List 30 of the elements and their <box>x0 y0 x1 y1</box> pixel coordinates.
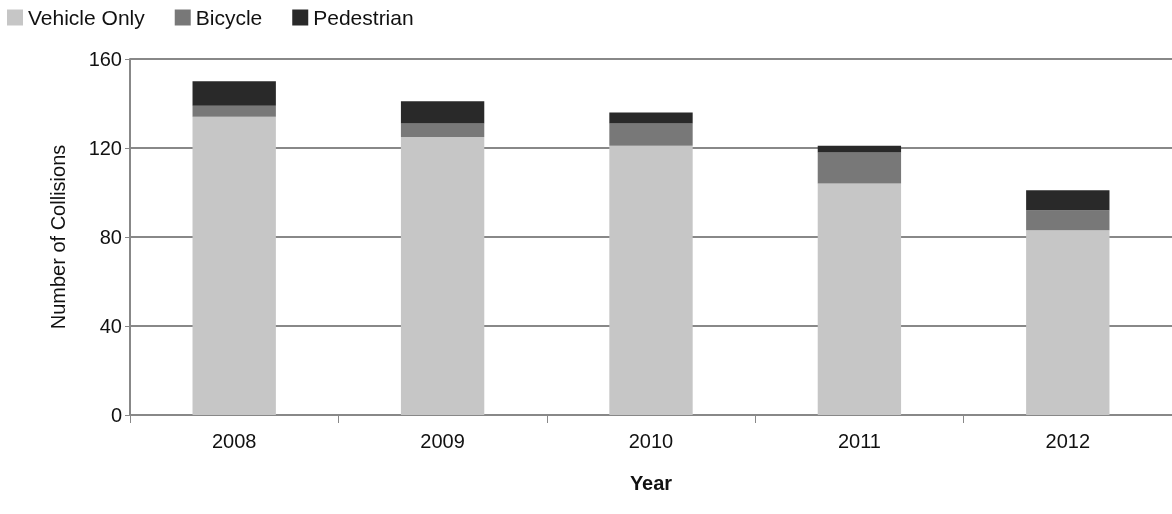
bar <box>1026 230 1110 415</box>
x-axis-title: Year <box>629 472 673 494</box>
bar <box>817 145 902 153</box>
bar <box>192 116 276 415</box>
legend-label: Vehicle Only <box>28 6 146 29</box>
x-tick-label: 2011 <box>837 430 881 452</box>
bar <box>400 101 485 124</box>
bar <box>192 105 276 117</box>
bar <box>400 136 485 415</box>
x-tick-label: 2008 <box>211 430 257 452</box>
x-tick-label: 2009 <box>420 430 465 452</box>
y-tick-label: 80 <box>99 226 122 248</box>
bar <box>609 145 693 415</box>
bar <box>1026 210 1110 231</box>
bar <box>609 112 693 124</box>
legend-label: Pedestrian <box>313 6 414 29</box>
y-tick-label: 120 <box>88 137 122 159</box>
bar <box>1026 190 1110 211</box>
legend-label: Bicycle <box>195 6 263 29</box>
y-tick-label: 40 <box>99 315 122 337</box>
bar <box>609 123 693 146</box>
y-axis-title: Number of Collisions <box>47 144 69 330</box>
bar <box>400 123 485 137</box>
bar <box>192 81 276 106</box>
y-tick-label: 0 <box>110 404 122 426</box>
bar <box>817 183 902 415</box>
bar <box>817 152 902 184</box>
y-tick-label: 160 <box>88 48 122 70</box>
x-tick-label: 2012 <box>1045 430 1091 452</box>
x-tick-label: 2010 <box>628 430 674 452</box>
